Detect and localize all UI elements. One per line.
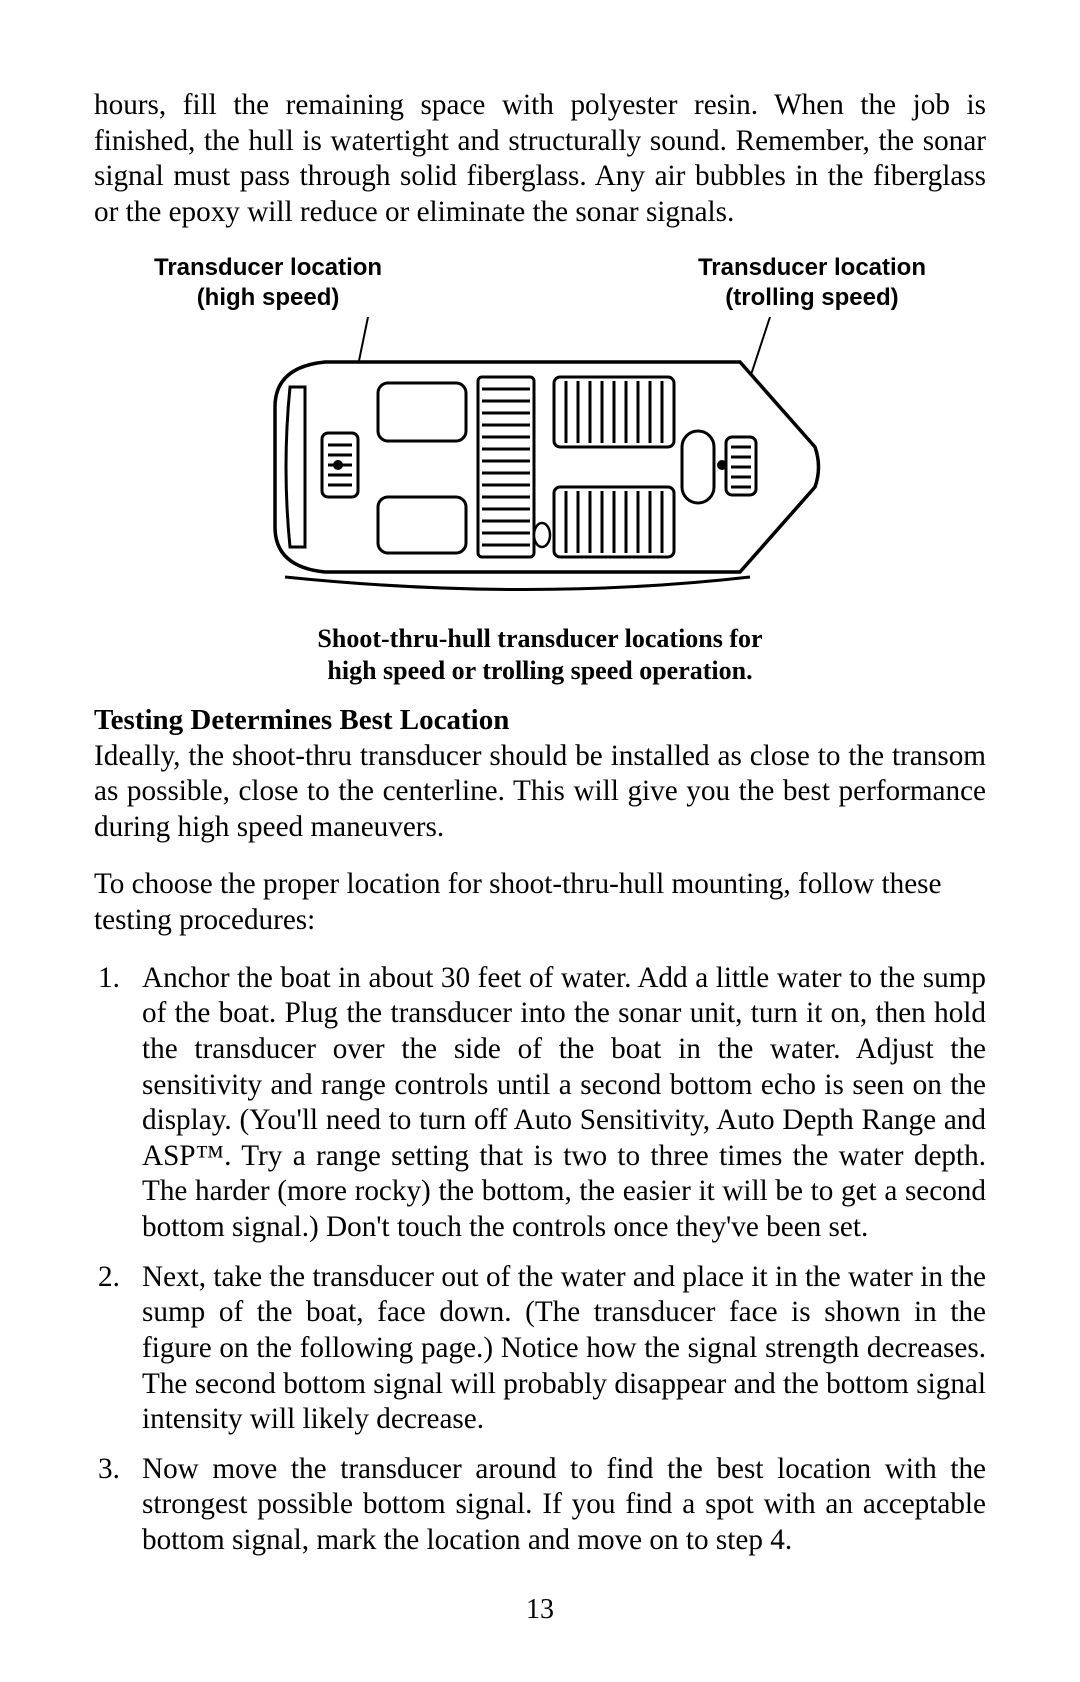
boat-figure: Transducer location (high speed) Transdu… — [94, 253, 986, 688]
intro-paragraph: hours, fill the remaining space with pol… — [94, 88, 986, 231]
testing-steps-list: Anchor the boat in about 30 feet of wate… — [94, 961, 986, 1559]
boat-diagram — [230, 317, 850, 617]
list-item: Now move the transducer around to find t… — [142, 1452, 986, 1559]
list-item: Anchor the boat in about 30 feet of wate… — [142, 961, 986, 1246]
page-number: 13 — [0, 1594, 1080, 1626]
console-hatch — [534, 523, 550, 547]
transducer-dot-high-speed — [333, 460, 343, 470]
manual-page: hours, fill the remaining space with pol… — [0, 0, 1080, 1682]
section-para-1: Ideally, the shoot-thru transducer shoul… — [94, 739, 986, 846]
list-item: Next, take the transducer out of the wat… — [142, 1260, 986, 1438]
section-heading: Testing Determines Best Location — [94, 704, 986, 737]
figure-caption: Shoot-thru-hull transducer locations for… — [94, 623, 986, 688]
hull-shadow — [285, 577, 750, 590]
section-para-2: To choose the proper location for shoot-… — [94, 867, 986, 938]
figure-label-right: Transducer location (trolling speed) — [698, 253, 926, 313]
transom — [286, 387, 305, 547]
transducer-dot-trolling — [717, 460, 727, 470]
figure-label-left: Transducer location (high speed) — [154, 253, 382, 313]
